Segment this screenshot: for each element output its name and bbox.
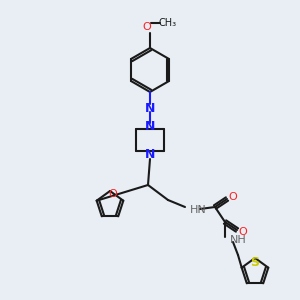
Text: N: N bbox=[145, 103, 155, 116]
Text: O: O bbox=[238, 227, 247, 237]
Text: N: N bbox=[145, 121, 155, 134]
Text: O: O bbox=[109, 189, 117, 199]
Text: S: S bbox=[250, 256, 260, 269]
Text: HN: HN bbox=[190, 205, 207, 215]
Text: N: N bbox=[145, 148, 155, 161]
Text: CH₃: CH₃ bbox=[159, 18, 177, 28]
Text: O: O bbox=[229, 192, 237, 202]
Text: NH: NH bbox=[230, 235, 247, 245]
Text: O: O bbox=[142, 22, 152, 32]
